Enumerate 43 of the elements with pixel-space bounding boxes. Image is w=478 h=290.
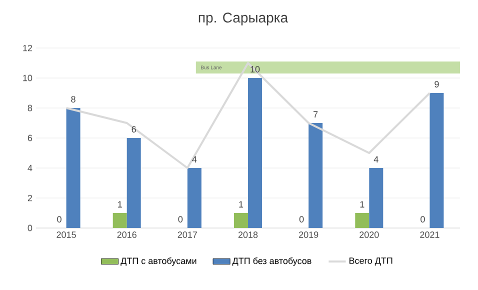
bar: [308, 123, 323, 228]
data-label: 1: [239, 201, 244, 208]
bar: [430, 93, 444, 228]
y-tick-label: 8: [28, 104, 32, 112]
data-label: 0: [178, 216, 183, 222]
data-label: 8: [71, 96, 76, 102]
data-label: 9: [434, 81, 439, 88]
y-tick-label: 0: [28, 224, 32, 232]
y-tick-label: 10: [23, 74, 32, 82]
x-tick-label: 2019: [299, 232, 318, 238]
bar: [248, 78, 262, 228]
bar: [126, 138, 141, 228]
x-tick-label: 2020: [360, 232, 379, 238]
data-label: 0: [299, 216, 304, 222]
legend-label: Всего ДТП: [350, 258, 392, 266]
legend-label: ДТП без автобусов: [232, 257, 312, 266]
data-label: 4: [192, 156, 197, 162]
x-tick-label: 2016: [117, 232, 136, 238]
x-tick-label: 2021: [420, 232, 440, 238]
y-tick-label: 4: [28, 164, 32, 172]
y-tick-label: 6: [28, 134, 32, 142]
data-label: 4: [374, 156, 378, 162]
bar: [187, 168, 202, 228]
data-label: 7: [314, 111, 318, 118]
y-tick-label: 2: [28, 194, 32, 202]
chart-title: пр. Сарыарка: [198, 12, 288, 26]
data-label: 10: [250, 66, 260, 72]
data-label: 0: [57, 216, 62, 222]
line-series: [65, 62, 431, 169]
x-tick-label: 2018: [238, 232, 258, 238]
data-label: 6: [132, 126, 136, 132]
bar: [112, 213, 127, 228]
bar: [234, 213, 248, 228]
legend-label: ДТП с автобусами: [120, 257, 196, 266]
data-label: 1: [118, 201, 122, 208]
data-label: 0: [420, 216, 425, 222]
x-tick-label: 2017: [178, 232, 197, 238]
bar: [369, 168, 384, 228]
bar: [66, 108, 80, 228]
y-tick-label: 12: [23, 44, 32, 52]
data-label: 1: [360, 201, 364, 208]
x-tick-label: 2015: [56, 232, 76, 238]
bar: [355, 213, 370, 228]
